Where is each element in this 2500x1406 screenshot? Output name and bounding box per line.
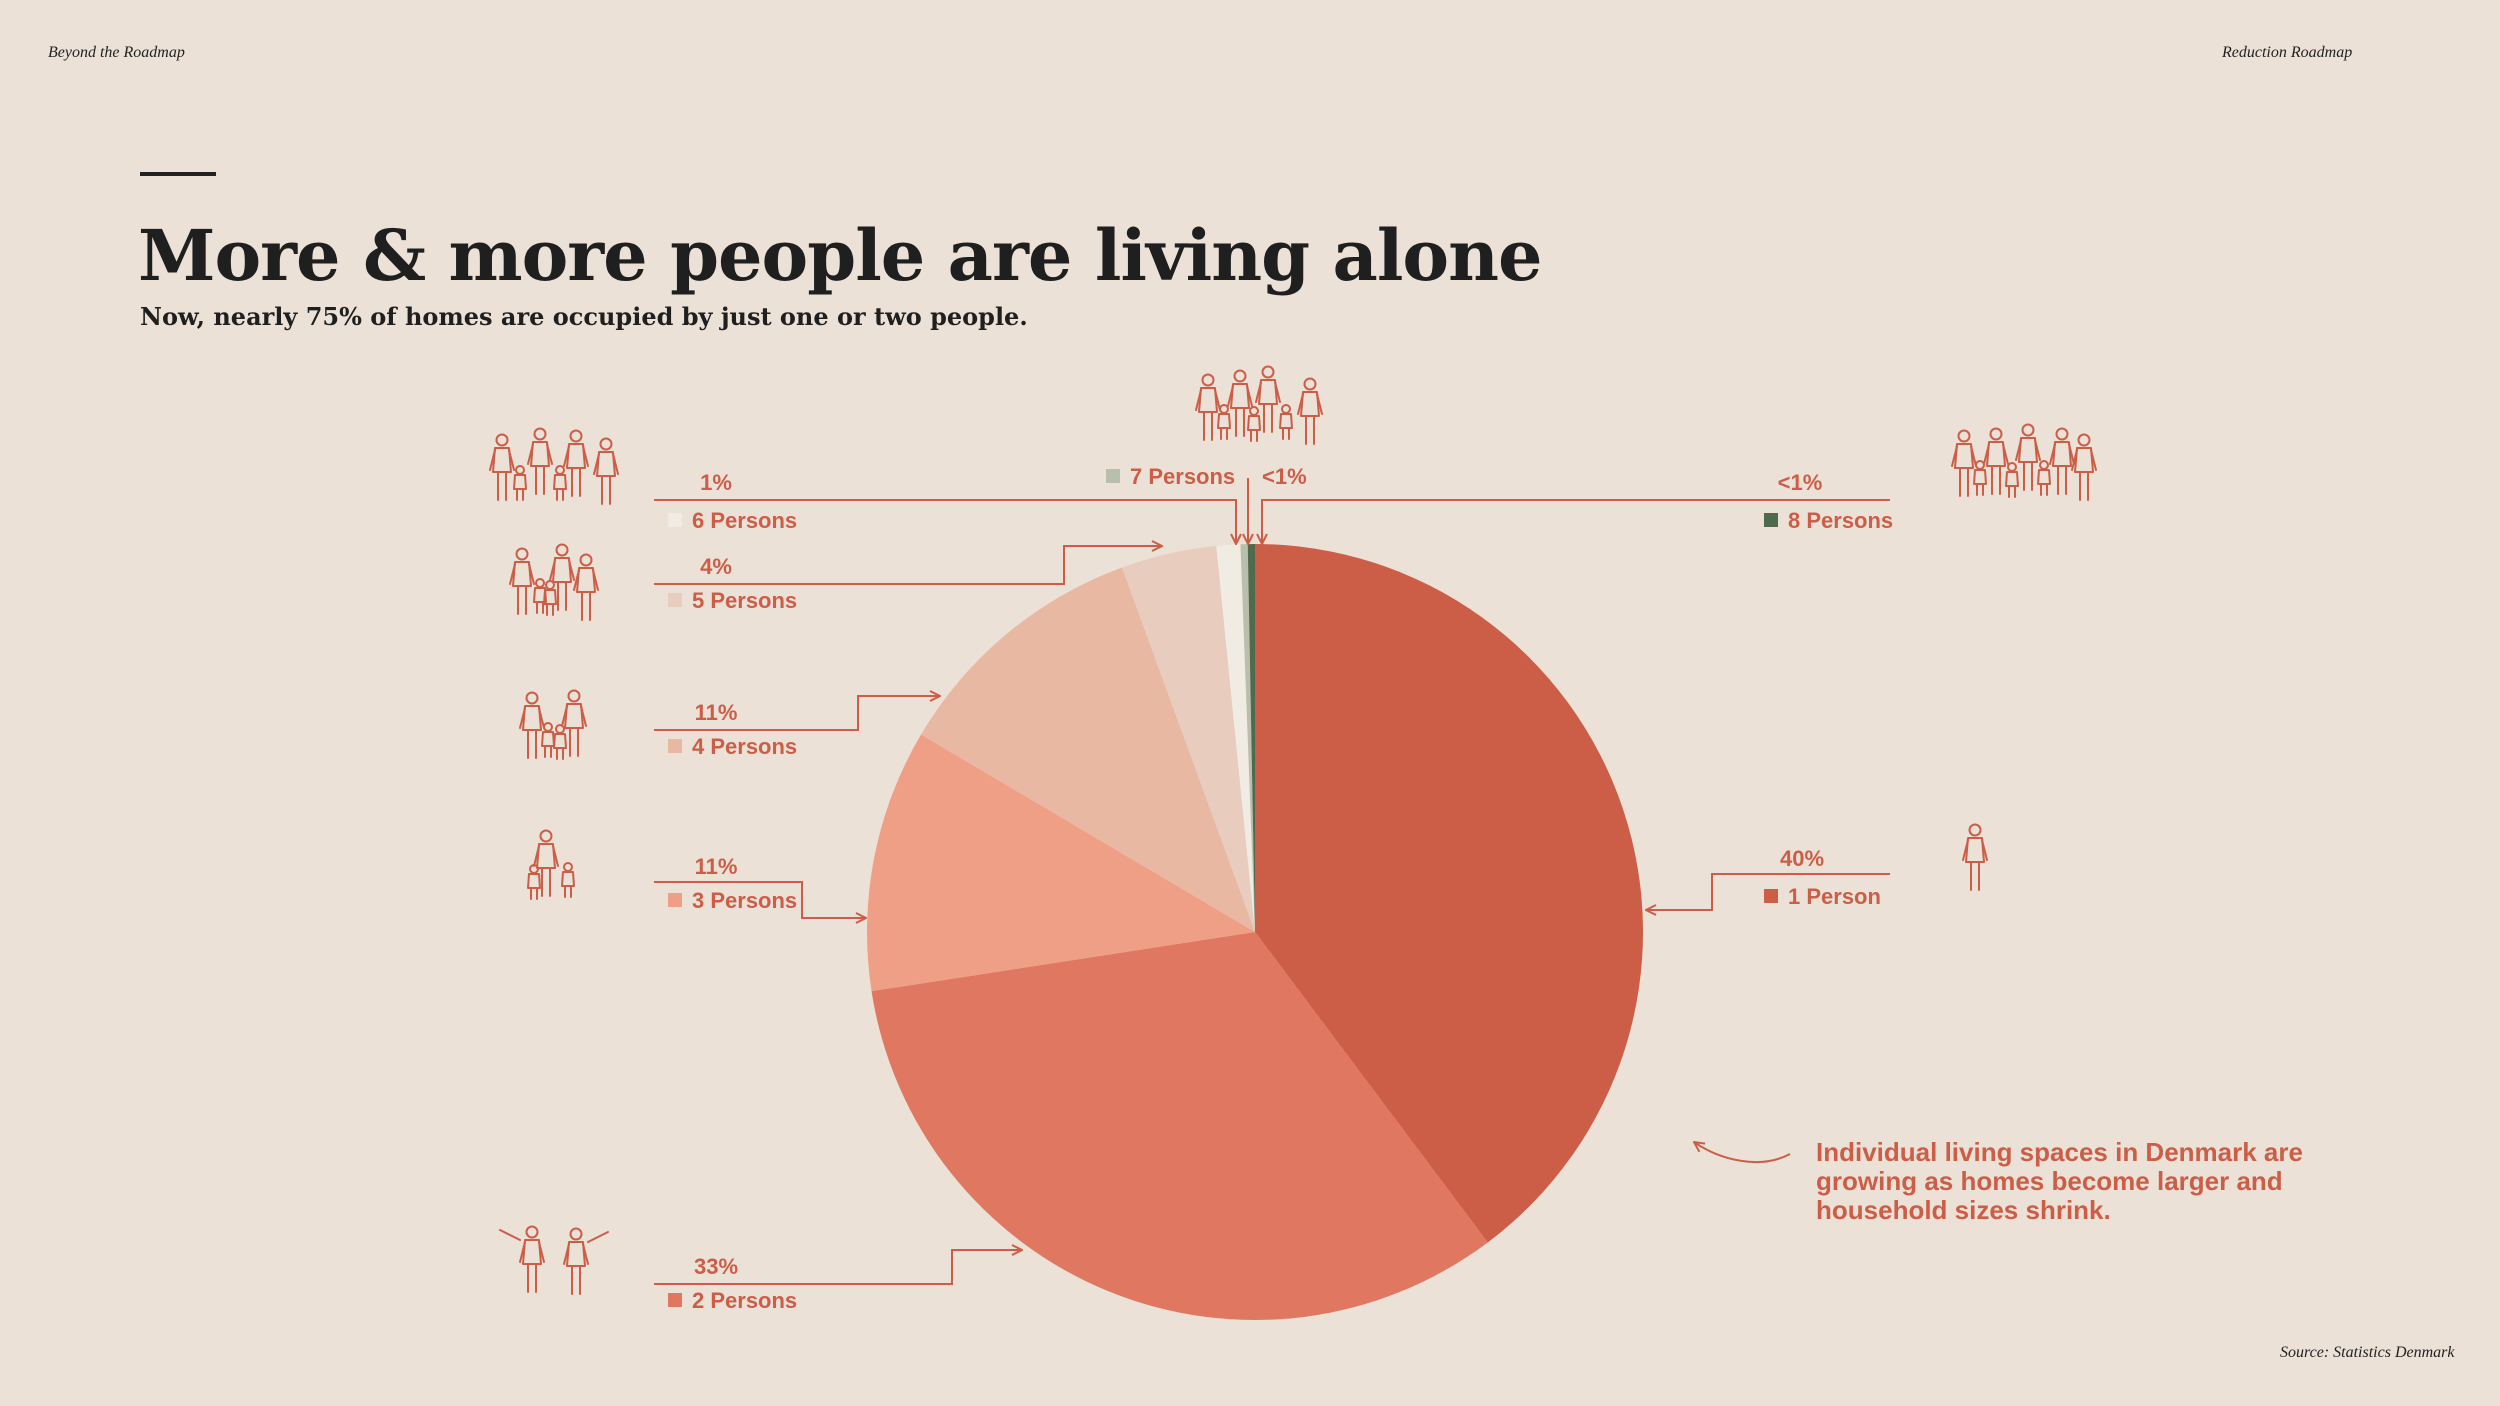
leader-8-persons (1262, 499, 1890, 544)
category-label-6-persons: 6 Persons (692, 508, 797, 533)
pie-slice-8-persons (1247, 544, 1255, 932)
leader-1-person (1646, 873, 1890, 910)
category-label-2-persons: 2 Persons (692, 1288, 797, 1313)
leader-2-persons (654, 1250, 1022, 1285)
legend-swatch-5-persons (668, 593, 682, 607)
family-of-three-icon (527, 829, 575, 900)
pie-slice-7-persons (1240, 544, 1255, 932)
legend-swatch-2-persons (668, 1293, 682, 1307)
source-note: Source: Statistics Denmark (2280, 1344, 2455, 1361)
category-label-1-person: 1 Person (1788, 884, 1881, 909)
legend-swatch-3-persons (668, 893, 682, 907)
title-rule (140, 172, 216, 176)
leader-6-persons (654, 499, 1236, 544)
pie-slice-5-persons (1122, 545, 1255, 932)
category-label-3-persons: 3 Persons (692, 888, 797, 913)
family-of-eight-icon (1951, 423, 2097, 501)
category-label-8-persons: 8 Persons (1788, 508, 1893, 533)
leader-5-persons (654, 546, 1162, 585)
family-of-four-icon (519, 689, 587, 760)
pct-label-6-persons: 1% (700, 470, 732, 495)
pct-label-2-persons: 33% (694, 1254, 738, 1279)
pie-slice-3-persons (867, 734, 1255, 992)
pie-slice-1-person (1255, 544, 1643, 1243)
family-of-seven-icon (1195, 365, 1323, 445)
pct-label-4-persons: 11% (695, 700, 738, 725)
pct-label-5-persons: 4% (700, 554, 732, 579)
leader-lines (654, 478, 1890, 1285)
legend-swatch-8-persons (1764, 513, 1778, 527)
family-of-five-icon (509, 543, 599, 621)
running-header-left: Beyond the Roadmap (48, 44, 185, 61)
legend-swatch-4-persons (668, 739, 682, 753)
pct-label-3-persons: 11% (695, 854, 738, 879)
category-label-4-persons: 4 Persons (692, 734, 797, 759)
page-title: More & more people are living alone (138, 214, 1543, 297)
pie-slice-4-persons (921, 567, 1255, 932)
pie-slice-2-persons (871, 932, 1488, 1321)
legend-swatch-1-person (1764, 889, 1778, 903)
pct-label-1-person: 40% (1780, 846, 1824, 871)
family-of-six-icon (489, 427, 619, 505)
leader-3-persons (654, 881, 866, 918)
legend-swatch-7-persons (1106, 469, 1120, 483)
slice-labels: 40% 1 Person 33% 2 Persons 11% 3 Persons 11% 4 … (668, 464, 1893, 1313)
leader-4-persons (654, 696, 940, 731)
pie-slices (867, 544, 1643, 1321)
running-header-right: Reduction Roadmap (2222, 44, 2353, 61)
page-subtitle: Now, nearly 75% of homes are occupied by… (140, 302, 1028, 331)
category-label-7-persons: 7 Persons (1130, 464, 1235, 489)
single-person-icon (1962, 823, 1988, 891)
category-label-5-persons: 5 Persons (692, 588, 797, 613)
pct-label-8-persons: <1% (1778, 470, 1823, 495)
legend-swatch-6-persons (668, 513, 682, 527)
pie-slice-6-persons (1216, 544, 1255, 932)
pct-label-7-persons: <1% (1262, 464, 1307, 489)
note-arrow (1694, 1142, 1791, 1164)
couple-icon (499, 1225, 609, 1295)
chart-annotation: Individual living spaces in Denmark are … (1816, 1137, 2303, 1225)
